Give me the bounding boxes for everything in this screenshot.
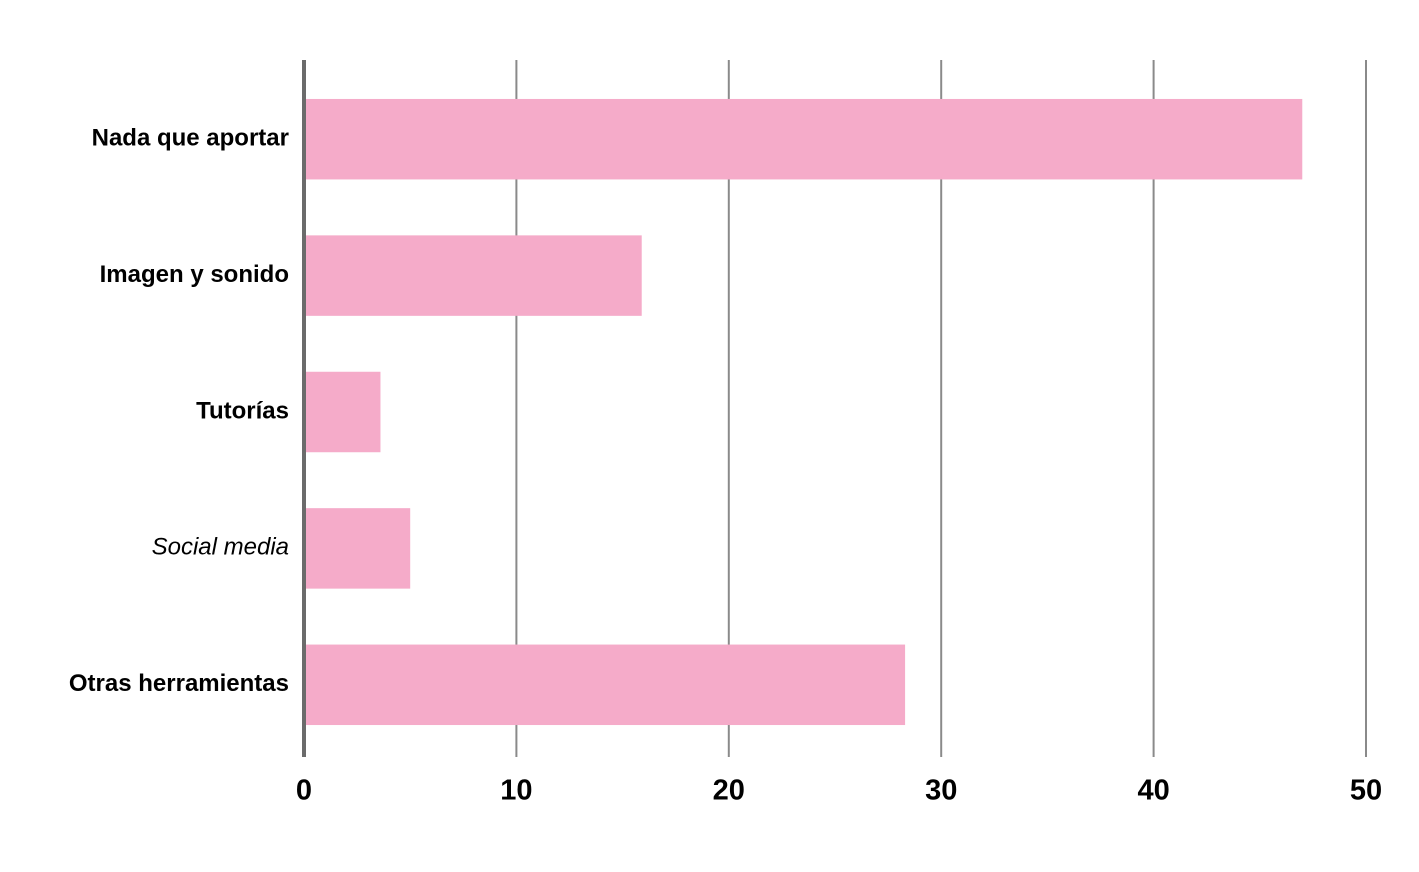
x-tick-label: 30: [925, 775, 957, 807]
y-tick-label: Tutorías: [196, 397, 289, 424]
y-tick-label: Otras herramientas: [69, 670, 289, 697]
x-tick-label: 50: [1350, 775, 1382, 807]
bar: [304, 98, 1303, 180]
x-tick-label: 0: [296, 775, 312, 807]
x-tick-label: 40: [1137, 775, 1169, 807]
x-tick-label: 10: [500, 775, 532, 807]
bar: [304, 235, 642, 316]
y-tick-label: Imagen y sonido: [100, 261, 289, 288]
bar: [304, 371, 381, 453]
bar: [304, 508, 411, 589]
y-tick-label: Social media: [152, 534, 289, 561]
bar: [304, 644, 906, 726]
x-tick-label: 20: [713, 775, 745, 807]
y-tick-label: Nada que aportar: [92, 125, 289, 152]
